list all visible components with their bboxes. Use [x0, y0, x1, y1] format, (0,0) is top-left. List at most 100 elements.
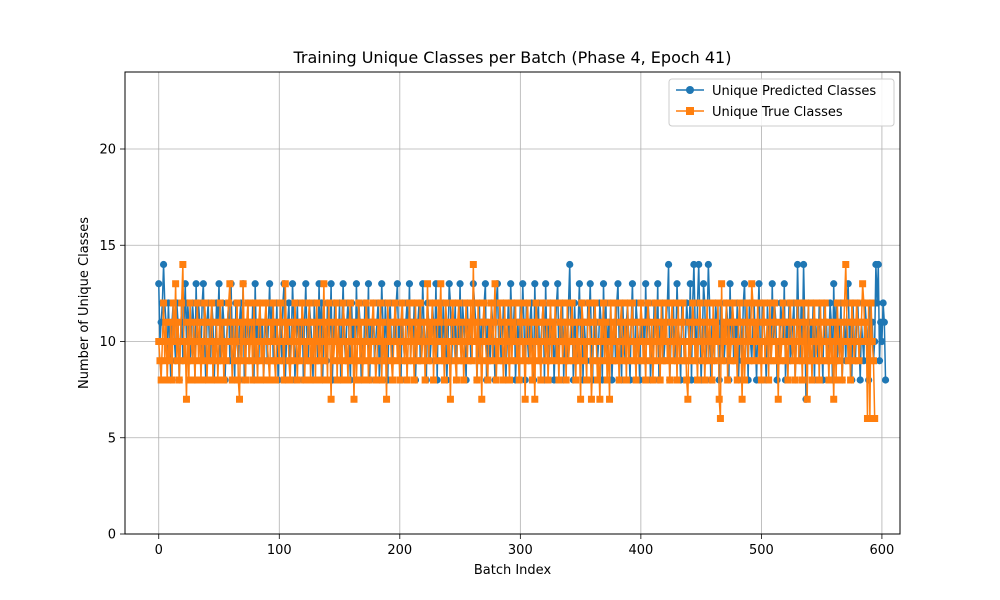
data-point — [562, 376, 570, 384]
data-point — [536, 338, 544, 345]
data-point — [741, 376, 749, 384]
legend-marker-predicted — [686, 86, 694, 94]
data-point — [228, 376, 236, 384]
data-point — [323, 376, 331, 384]
data-point — [769, 318, 777, 326]
data-point — [240, 338, 248, 345]
data-point — [524, 299, 532, 307]
data-point — [460, 376, 468, 384]
data-point — [468, 357, 476, 365]
data-point — [223, 318, 231, 326]
data-point — [756, 338, 764, 345]
data-point — [700, 318, 708, 326]
data-point — [745, 318, 753, 326]
data-point — [762, 338, 770, 345]
data-point — [720, 318, 728, 326]
data-point — [845, 338, 853, 345]
data-point — [486, 338, 494, 345]
data-point — [502, 357, 510, 365]
data-point — [861, 338, 869, 345]
data-point — [430, 376, 438, 384]
data-point — [399, 338, 407, 345]
data-point — [713, 338, 721, 345]
data-point — [498, 338, 506, 345]
data-point — [503, 318, 511, 326]
data-point — [530, 338, 538, 345]
data-point — [818, 357, 826, 365]
data-point — [156, 357, 164, 365]
data-point — [375, 338, 383, 345]
data-point — [442, 299, 450, 307]
data-point — [881, 376, 890, 384]
data-point — [368, 318, 376, 326]
data-point — [675, 357, 683, 365]
data-point — [158, 338, 166, 345]
data-point — [487, 299, 495, 307]
data-point — [471, 338, 479, 345]
data-point — [674, 299, 682, 307]
data-point — [645, 338, 653, 345]
data-point — [792, 338, 800, 345]
data-point — [229, 318, 237, 326]
data-point — [466, 338, 474, 345]
data-point — [170, 338, 178, 345]
data-point — [386, 318, 394, 326]
data-point — [856, 376, 864, 384]
data-point — [290, 357, 298, 365]
data-point — [414, 318, 422, 326]
data-point — [647, 357, 655, 365]
data-point — [407, 357, 415, 365]
data-point — [209, 376, 217, 384]
data-point — [269, 299, 277, 307]
data-point — [854, 318, 862, 326]
data-point — [266, 280, 274, 288]
data-point — [330, 357, 338, 365]
data-point — [637, 299, 645, 307]
data-point — [174, 318, 182, 326]
data-point — [367, 357, 375, 365]
data-point — [268, 338, 276, 345]
data-point — [790, 318, 798, 326]
data-point — [538, 318, 546, 326]
data-point — [867, 299, 875, 307]
data-point — [392, 318, 400, 326]
data-point — [463, 357, 471, 365]
data-point — [308, 338, 316, 345]
data-point — [204, 338, 212, 345]
data-point — [176, 338, 184, 345]
data-point — [514, 338, 522, 345]
data-point — [585, 299, 593, 307]
data-point — [584, 318, 592, 326]
data-point — [786, 299, 794, 307]
data-point — [201, 299, 209, 307]
data-point — [778, 338, 786, 345]
data-point — [704, 260, 712, 269]
data-point — [543, 318, 551, 326]
data-point — [642, 280, 650, 288]
data-point — [709, 299, 717, 307]
y-tick-label: 15 — [99, 239, 116, 254]
data-point — [495, 357, 503, 365]
data-point — [348, 357, 356, 365]
x-tick-label: 400 — [628, 543, 653, 558]
data-point — [262, 299, 270, 307]
data-point — [339, 299, 347, 307]
data-point — [467, 299, 475, 307]
data-point — [369, 299, 377, 307]
data-point — [754, 299, 762, 307]
data-point — [483, 357, 491, 365]
data-point — [598, 338, 606, 345]
data-point — [381, 338, 389, 345]
data-point — [525, 338, 533, 345]
data-point — [458, 318, 466, 326]
data-point — [210, 338, 218, 345]
data-point — [766, 299, 774, 307]
data-point — [155, 280, 163, 288]
data-point — [219, 318, 227, 326]
data-point — [314, 338, 322, 345]
data-point — [826, 318, 834, 326]
data-point — [802, 318, 810, 326]
data-point — [278, 318, 286, 326]
data-point — [215, 280, 223, 288]
data-point — [481, 280, 489, 288]
